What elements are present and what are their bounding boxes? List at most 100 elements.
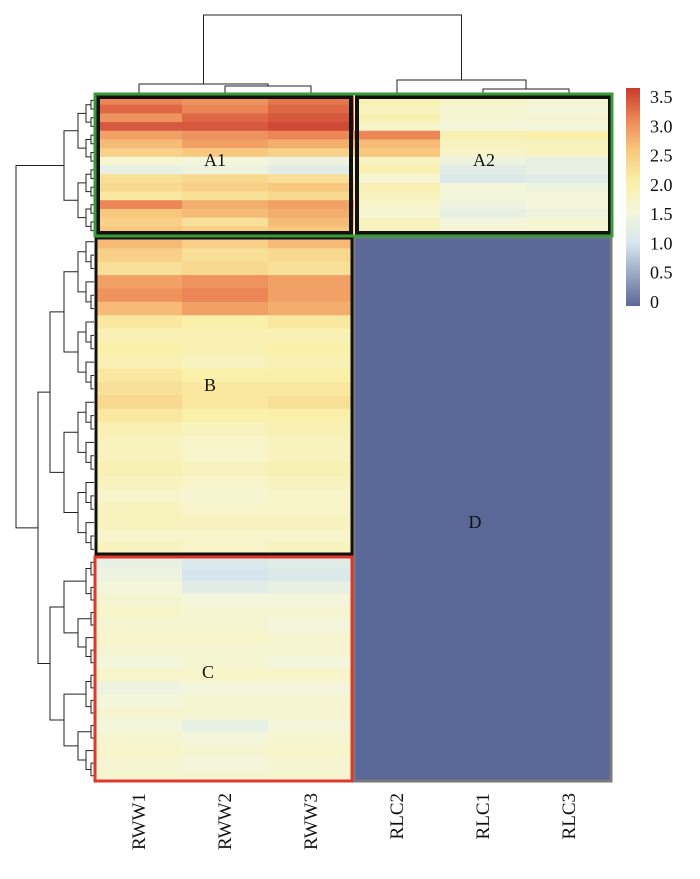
heatmap-cell (526, 435, 613, 450)
heatmap-cell (268, 200, 355, 210)
heatmap-cell (354, 104, 441, 114)
column-label: RLC1 (473, 793, 494, 839)
heatmap-cell (526, 462, 613, 477)
heatmap-cell (440, 382, 527, 396)
heatmap-cell (96, 200, 183, 210)
heatmap-cell (354, 593, 441, 607)
heatmap-cell (268, 182, 355, 193)
heatmap-cell (268, 130, 355, 140)
heatmap-cell (96, 731, 183, 745)
heatmap-cell (354, 756, 441, 770)
heatmap-cell (526, 301, 613, 316)
heatmap-cell (526, 669, 613, 683)
heatmap-cell (440, 395, 527, 410)
heatmap-cell (182, 731, 269, 745)
heatmap-cell (96, 122, 183, 132)
heatmap-cell (182, 593, 269, 607)
heatmap-cell (354, 139, 441, 149)
heatmap-cell (354, 328, 441, 343)
heatmap-cell (96, 502, 183, 517)
heatmap-cell (354, 148, 441, 158)
heatmap-cell (354, 489, 441, 503)
heatmap-cell (440, 208, 527, 219)
heatmap-cell (440, 542, 527, 557)
colorbar-tick-label: 1.0 (650, 233, 673, 253)
heatmap-cell (354, 165, 441, 175)
heatmap-cell (96, 408, 183, 423)
heatmap-cell (440, 113, 527, 123)
heatmap-cell (440, 288, 527, 303)
heatmap-cell (96, 606, 183, 620)
heatmap-cell (96, 208, 183, 219)
heatmap-cell (440, 694, 527, 708)
heatmap-cell (96, 226, 183, 236)
heatmap-cell (440, 226, 527, 236)
heatmap-cell (440, 719, 527, 733)
dendrogram-branch (77, 251, 86, 293)
dendrogram-branch (85, 241, 94, 263)
heatmap-cell (182, 489, 269, 503)
heatmap-cell (440, 606, 527, 620)
cluster-labels: A1 A2 B C D (202, 150, 495, 682)
dendrogram-branch (85, 481, 94, 503)
heatmap-cell (182, 744, 269, 758)
heatmap-cell (268, 104, 355, 114)
heatmap-cell (440, 581, 527, 595)
heatmap-cell (268, 328, 355, 343)
heatmap-cell (526, 542, 613, 557)
heatmap-cell (96, 556, 183, 570)
heatmap-cell (96, 382, 183, 396)
heatmap-cell (354, 669, 441, 683)
heatmap-cell (96, 643, 183, 657)
heatmap-cell (354, 208, 441, 219)
heatmap-cell (440, 130, 527, 140)
heatmap-cell (268, 301, 355, 316)
heatmap-cell (268, 315, 355, 330)
heatmap-cell (440, 248, 527, 263)
cluster-label-a1: A1 (204, 150, 226, 170)
heatmap-cell (354, 502, 441, 517)
heatmap-cell (354, 200, 441, 210)
heatmap-cell (268, 643, 355, 657)
heatmap-cell (526, 618, 613, 632)
heatmap-cell (440, 706, 527, 720)
cluster-box-c (93, 555, 354, 783)
dendrogram-branch (203, 14, 462, 84)
dendrogram-branch (90, 535, 94, 550)
heatmap-cell (440, 342, 527, 356)
column-label: RWW3 (301, 793, 322, 850)
heatmap-cell (526, 200, 613, 210)
dendrogram-branch (77, 182, 86, 219)
dendrogram-branch (90, 455, 94, 470)
heatmap-cell (354, 156, 441, 166)
heatmap-cell (182, 719, 269, 733)
heatmap-cell (96, 328, 183, 343)
heatmap-cell (440, 502, 527, 517)
heatmap-cell (440, 435, 527, 450)
dendrogram-branch (90, 495, 94, 510)
heatmap-cell (440, 631, 527, 645)
heatmap-cell (526, 529, 613, 544)
heatmap-cell (268, 556, 355, 570)
heatmap-cell (182, 315, 269, 330)
heatmap-cell (526, 217, 613, 227)
heatmap-cell (526, 756, 613, 770)
heatmap-cell (182, 669, 269, 683)
heatmap-cell (268, 694, 355, 708)
dendrogram-branch (63, 130, 78, 201)
heatmap-cell (526, 113, 613, 123)
heatmap-cell (182, 156, 269, 166)
dendrogram-branch (85, 208, 91, 227)
heatmap-cell (526, 769, 613, 783)
cluster-label-b: B (204, 375, 216, 395)
heatmap-cell (526, 315, 613, 330)
heatmap-cell (96, 217, 183, 227)
heatmap-cell (182, 288, 269, 303)
heatmap-cell (268, 719, 355, 733)
colorbar-tick-label: 3.5 (650, 87, 673, 107)
cluster-boxes (93, 92, 614, 783)
heatmap-cell (268, 248, 355, 263)
heatmap-cell (354, 315, 441, 330)
heatmap-cell (440, 643, 527, 657)
